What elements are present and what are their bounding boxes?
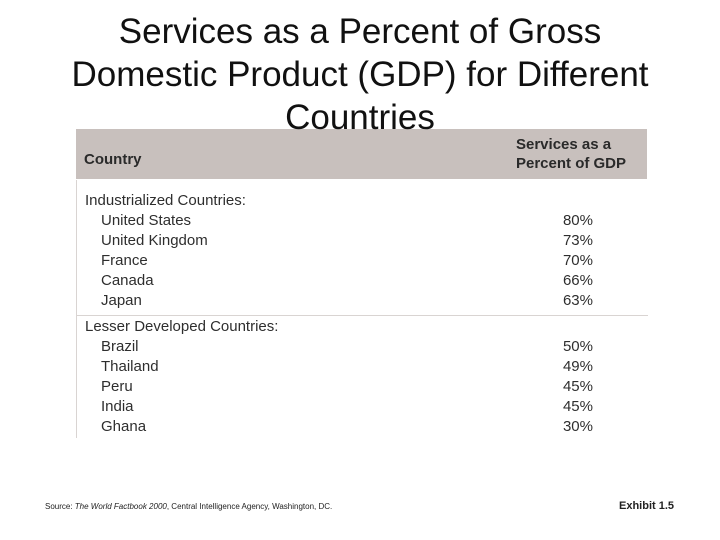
percent-value: 49% [562, 358, 593, 375]
table-header: Country Services as a Percent of GDP [76, 129, 647, 179]
table-row: United States 80% [77, 212, 648, 232]
country-name: India [101, 398, 134, 415]
country-name: United States [101, 212, 192, 229]
source-title: The World Factbook 2000 [74, 502, 167, 511]
country-name: Japan [101, 292, 142, 309]
table-row: France 70% [77, 252, 648, 272]
percent-value: 70% [562, 252, 593, 269]
source-prefix: Source: [45, 502, 75, 511]
percent-value: 66% [562, 272, 593, 289]
group-divider [77, 315, 648, 316]
country-name: Peru [101, 378, 133, 395]
title-line-1: Services as a Percent of Gross [118, 12, 602, 51]
group-label: Industrialized Countries: [85, 192, 246, 209]
table-row: Thailand 49% [77, 358, 648, 378]
table-row: Japan 63% [77, 292, 648, 312]
table-row: United Kingdom 73% [77, 232, 648, 252]
percent-value: 73% [562, 232, 593, 249]
group-row-industrialized: Industrialized Countries: [77, 192, 648, 212]
source-note: Source: The World Factbook 2000, Central… [45, 502, 332, 511]
country-name: United Kingdom [101, 232, 208, 249]
country-name: Brazil [101, 338, 139, 355]
percent-value: 45% [562, 378, 593, 395]
table-row: Ghana 30% [77, 418, 648, 438]
group-label: Lesser Developed Countries: [85, 318, 279, 335]
country-name: Thailand [101, 358, 159, 375]
exhibit-label: Exhibit 1.5 [619, 500, 675, 512]
group-row-lesser-developed: Lesser Developed Countries: [77, 318, 648, 338]
table-body: Industrialized Countries: United States … [76, 180, 648, 438]
table-row: India 45% [77, 398, 648, 418]
percent-value: 50% [562, 338, 593, 355]
percent-value: 80% [562, 212, 593, 229]
percent-value: 30% [562, 418, 593, 435]
percent-value: 63% [562, 292, 593, 309]
column-header-percent-line-1: Services as a [516, 136, 612, 153]
table-row: Brazil 50% [77, 338, 648, 358]
title-line-3: Countries [285, 98, 435, 137]
country-name: France [101, 252, 148, 269]
column-header-percent: Services as a Percent of GDP [516, 135, 626, 173]
column-header-country: Country [84, 151, 142, 168]
country-name: Canada [101, 272, 154, 289]
source-rest: , Central Intelligence Agency, Washingto… [166, 502, 333, 511]
title-line-2: Domestic Product (GDP) for Different [71, 55, 649, 94]
country-name: Ghana [101, 418, 147, 435]
page-title: Services as a Percent of Gross Domestic … [0, 10, 720, 139]
column-header-percent-line-2: Percent of GDP [516, 155, 627, 172]
percent-value: 45% [562, 398, 593, 415]
table-row: Peru 45% [77, 378, 648, 398]
table-row: Canada 66% [77, 272, 648, 292]
